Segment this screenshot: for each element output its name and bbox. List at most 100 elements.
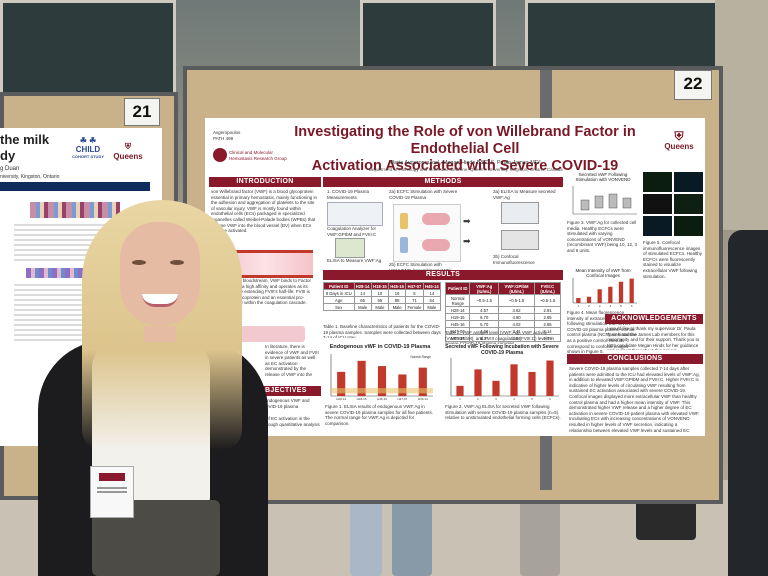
tick-label: 4 [513, 397, 515, 401]
presenter-smile [142, 294, 178, 307]
tick-label: 3 [599, 304, 601, 308]
confocal-image [674, 216, 703, 236]
bar [357, 360, 366, 396]
introduction-header: INTRODUCTION [209, 177, 321, 187]
table-cell: 4.02 [497, 320, 536, 328]
poster-affiliation: ¹Department of Pathology and Molecular M… [367, 167, 563, 172]
table-cell: H45-14 [444, 334, 471, 342]
table-header-row: Patient ID VWF:Ag (IU/mL) VWF:GPIbM (IU/mL… [444, 282, 561, 295]
bar [474, 369, 482, 396]
table-header-cell: Patient ID [444, 282, 471, 295]
person-side [728, 230, 768, 576]
chart2-caption: Figure 2. VWF:Ag ELISA for secreted VWF … [445, 404, 561, 421]
table-cell: Normal Range [444, 294, 471, 307]
table-cell: 16 [387, 289, 407, 297]
tick-label: H28-14 [336, 397, 346, 401]
elisa-plate-image [335, 238, 365, 258]
table-header-cell: Patient ID [323, 282, 355, 290]
bar [618, 281, 624, 303]
bar [608, 286, 613, 303]
arrow-icon: ➡ [463, 236, 471, 246]
method-step-3a: 3a) ELISA to Measure secreted VWF:Ag [493, 189, 556, 200]
table-row: Age 65 55 88 71 54 [323, 296, 442, 304]
table-cell: ~0.5-1.5 [534, 294, 561, 307]
bar [597, 289, 602, 303]
confocal-images [643, 172, 703, 236]
introduction-text-3: In literature, there is evidence of VWF … [265, 344, 319, 377]
table-cell: 3.62 [497, 306, 536, 314]
cell-dish-icon [422, 239, 450, 251]
main-poster: Avgeropoulos PATH 499 Clinical and Molec… [205, 118, 705, 436]
left-poster-heatmap [30, 202, 120, 218]
table-row: Normal Range ~0.5-1.5 ~0.5-1.5 ~0.5-1.5 [444, 294, 561, 307]
booth-number-22: 22 [674, 70, 712, 100]
crest-icon: ⛨ [125, 142, 131, 151]
confocal-image [674, 172, 703, 192]
table-cell: 4.90 [497, 313, 536, 321]
tick-label: H45-14 [418, 397, 428, 401]
bar [492, 380, 500, 396]
method-step-3b: 3b) Confocal Immunofluorescence [493, 254, 535, 265]
table-row: H18-15 6.70 4.90 2.65 [444, 313, 561, 321]
bar [377, 366, 387, 396]
table-cell: 5 [405, 289, 424, 297]
coagulation-analyzer-image [327, 202, 383, 226]
bar [528, 371, 536, 396]
bar [337, 371, 346, 396]
table2-caption: Table 2. VWF antigen level (VWF:Ag), VWF… [445, 330, 555, 344]
objectives-text: levels of endogenous VWF and severe COVI… [247, 398, 310, 409]
confocal-caption: Figure 5. Confocal immunofluorescence im… [643, 240, 703, 279]
tick-label: 4 [609, 304, 611, 308]
person-legs [350, 490, 382, 576]
ecfc-stimulation-diagram [393, 204, 461, 262]
queens-logo: ⛨ Queens [657, 130, 701, 151]
table-cell: 2.91 [534, 306, 561, 314]
methods-header: METHODS [323, 177, 563, 187]
normal-range-band [331, 388, 433, 394]
right-fig-title: Secreted vWF Following Stimulation with … [575, 172, 631, 182]
booth-number-21: 21 [124, 98, 160, 126]
lab-name: Clinical and Molecular Hemostasis Resear… [229, 150, 287, 161]
table-cell: Male [353, 303, 372, 311]
queens-logo-left: ⛨ Queens [108, 142, 148, 161]
legend-label: Normal Range [410, 355, 431, 359]
table-cell: H28-14 [444, 306, 471, 314]
baseline-table: Patient ID H28-14 H18-15 H45-16 H47-07 H45-14… [323, 282, 442, 311]
table-cell: 8 Days in ICU [323, 289, 355, 297]
recombinant-tube-icon [400, 237, 408, 253]
tick-label: H18-15 [357, 397, 367, 401]
chart2-secreted-vwf: 1 2 3 4 5 6 [450, 358, 559, 401]
elisa-reader-image [501, 202, 539, 224]
tick-label: H45-16 [377, 397, 387, 401]
confocal-image [643, 216, 672, 236]
conclusions-text: Severe COVID-19 plasma samples collected… [569, 366, 700, 432]
objectives-text-2: e degree of EC activation in the plasma … [247, 416, 320, 427]
presenter-face [120, 222, 200, 326]
window-left [0, 0, 176, 96]
tick-label: 3 [495, 397, 497, 401]
tick-label: 6 [631, 304, 633, 308]
chart3-mean-intensity: 1 2 3 4 5 6 [572, 278, 637, 308]
method-step-elisa: ELISA to Measure VWF:Ag [327, 258, 382, 263]
table-cell: Female [405, 303, 424, 311]
method-step-2a: 2a) ECFC Stimulation with Severe COVID-1… [389, 189, 458, 200]
table-header-cell: H45-14 [422, 282, 442, 290]
table1-caption: Table 1. Baseline characteristics of pat… [323, 324, 441, 338]
bar [398, 374, 407, 396]
table-header-cell: H45-16 [387, 282, 407, 290]
acknowledgements-text: I would like to thank my supervisor Dr. … [607, 326, 700, 350]
poster-tag: Avgeropoulos PATH 499 [213, 130, 241, 141]
table-cell: 2.85 [534, 320, 561, 328]
confocal-image [643, 194, 672, 214]
confocal-image [674, 194, 703, 214]
table-header-cell: FVIII:C (IU/mL) [534, 282, 561, 295]
tick-label: 1 [577, 304, 579, 308]
right-fig-caption: Figure 3. VWF:Ag for collected cell medi… [567, 220, 638, 253]
acknowledgements-header: ACKNOWLEDGEMENTS [605, 314, 703, 324]
table-cell: 2.79 [534, 334, 561, 342]
bar [418, 367, 427, 396]
table-cell: 71 [405, 296, 424, 304]
table-row: H45-16 5.70 4.02 2.85 [444, 320, 561, 328]
table-cell: Male [422, 303, 442, 311]
table-cell: H45-16 [444, 320, 471, 328]
